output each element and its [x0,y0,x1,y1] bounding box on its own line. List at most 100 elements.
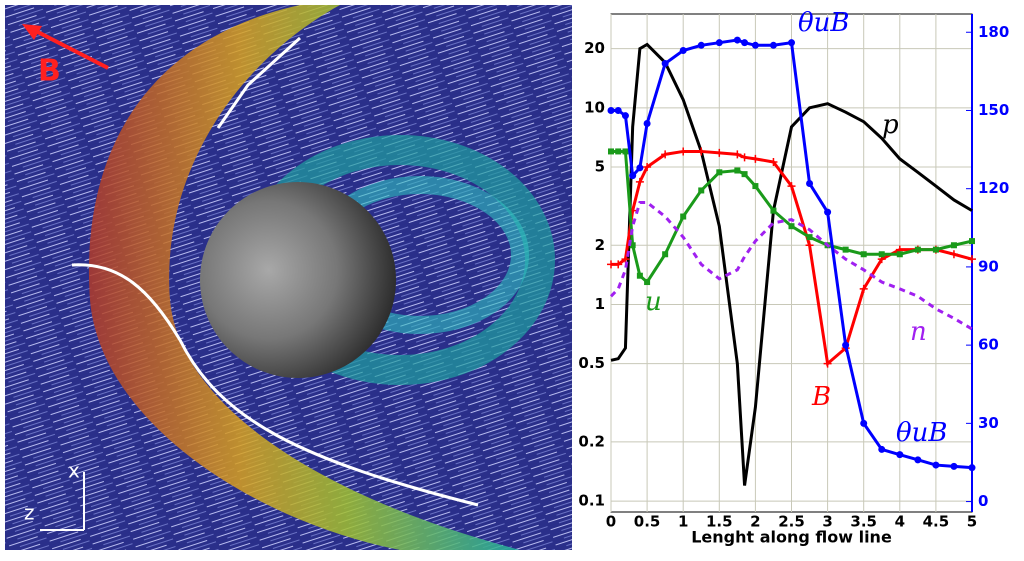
marker [949,250,958,259]
x-tick-label: 0.5 [634,513,661,531]
marker [734,167,741,174]
marker [643,163,652,172]
marker [950,462,958,470]
marker [950,242,957,249]
marker [636,164,644,172]
y2-tick-label: 0 [978,492,988,510]
marker [751,154,760,163]
x-tick-label: 4.5 [923,513,950,531]
y-tick-label: 20 [584,39,605,57]
marker [787,182,796,191]
marker [896,451,904,459]
y2-tick-label: 180 [978,23,1009,41]
y-tick-label: 0.2 [578,432,605,450]
marker [806,234,813,241]
marker [733,150,742,159]
marker [661,150,670,159]
x-tick-label: 5 [967,513,977,531]
series-label: θuB [798,8,850,38]
marker [788,223,795,230]
marker [608,148,614,155]
marker [788,39,795,47]
marker [770,207,777,214]
marker [741,171,748,178]
y-tick-label: 0.1 [578,492,605,510]
marker [769,41,777,49]
axis-label: x [68,459,80,483]
x-tick-label: 3 [822,513,832,531]
marker [896,251,903,258]
marker [968,464,976,472]
marker [614,106,622,114]
marker [661,60,669,68]
marker [662,251,669,258]
y-tick-label: 2 [595,236,605,254]
field-label: B [38,54,61,89]
marker [932,246,939,253]
series-line [609,200,973,331]
marker [680,213,687,220]
marker [715,39,723,47]
y2-tick-label: 120 [978,179,1009,197]
simulation-image: B x z [5,5,572,550]
marker [733,36,741,44]
axis-label: z [24,501,35,525]
chart: 0 0.5 1 1.5 2 2.5 3 3.5 4 4.5 5 0.1 0.2 0.5 1 2 5 10 20 0 30… [578,8,1009,547]
marker [715,148,724,157]
marker [629,242,636,249]
marker [636,272,643,279]
marker [716,169,723,176]
marker [698,187,705,194]
marker [860,419,868,427]
y2-tick-label: 60 [978,336,999,354]
x-tick-label: 1 [678,513,688,531]
marker [622,148,629,155]
series-label: n [910,317,927,347]
y-tick-label: 10 [584,98,605,116]
marker [752,183,759,190]
series-label: p [882,110,899,140]
marker [860,251,867,258]
marker [914,246,921,253]
marker [932,461,940,469]
x-tick-label: 1.5 [706,513,733,531]
marker [644,279,651,286]
y-tick-label: 1 [595,295,605,313]
marker [823,359,832,368]
marker [914,456,922,464]
marker [859,284,868,293]
marker [679,47,687,55]
field-arrowhead [22,24,42,40]
x-axis-label: Lenght along flow line [691,528,892,547]
marker [751,41,759,49]
series-label: B [811,382,831,412]
x-tick-label: 2 [750,513,760,531]
moon [200,182,396,378]
marker [643,120,651,128]
flow-line [216,36,302,129]
marker [968,255,976,264]
marker [878,251,885,258]
marker [629,172,637,180]
marker [741,39,749,47]
marker [769,158,778,167]
marker [679,147,688,156]
marker [969,238,975,245]
marker [740,153,749,162]
marker [806,179,814,187]
marker [697,147,706,156]
x-tick-label: 3.5 [850,513,877,531]
marker [614,260,623,269]
marker [697,41,705,49]
series-label: u [645,287,662,317]
magnetosheath [88,5,520,550]
marker [607,106,615,114]
y2-tick-label: 30 [978,414,999,432]
x-tick-label: 2.5 [778,513,805,531]
y2-tick-label: 150 [978,101,1009,119]
flow-line [71,263,479,507]
series-label: θuB [896,418,948,448]
marker [878,445,886,453]
